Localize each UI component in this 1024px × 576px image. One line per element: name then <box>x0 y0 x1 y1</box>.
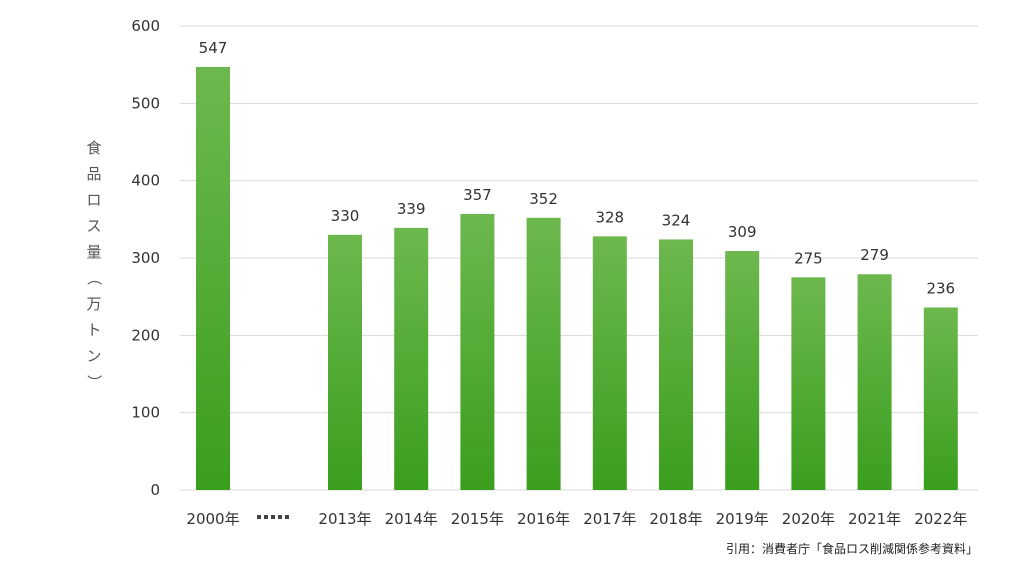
y-tick-label: 400 <box>131 172 160 190</box>
data-labels: 547 330 339 357 352 328 324 309 275 279 236 <box>199 39 955 298</box>
data-label: 357 <box>463 186 492 204</box>
y-axis-ticks: 0 100 200 300 400 500 600 <box>131 17 160 499</box>
bar <box>659 239 693 490</box>
data-label: 352 <box>529 190 558 208</box>
y-tick-label: 100 <box>131 404 160 422</box>
bar <box>196 66 230 490</box>
y-tick-label: 0 <box>150 481 160 499</box>
axis-break-marker <box>257 515 289 519</box>
break-dot <box>271 515 275 519</box>
x-tick-label: 2019年 <box>716 510 769 528</box>
break-dot <box>257 515 261 519</box>
x-axis-labels: 2000年 2013年 2014年 2015年 2016年 2017年 2018年 2019年… <box>186 510 967 528</box>
data-label: 339 <box>397 200 426 218</box>
bar <box>592 236 627 490</box>
bar <box>725 251 760 490</box>
bar <box>923 307 958 490</box>
x-tick-label: 2013年 <box>318 510 371 528</box>
y-axis-label-char: 食 <box>86 139 101 157</box>
break-dot <box>285 515 289 519</box>
y-axis-label-char: ン <box>86 347 101 365</box>
bar <box>460 213 495 491</box>
x-tick-label: 2016年 <box>517 510 570 528</box>
bar <box>394 227 429 490</box>
y-tick-label: 300 <box>131 249 160 267</box>
y-tick-label: 200 <box>131 326 160 344</box>
x-tick-label: 2017年 <box>583 510 636 528</box>
x-tick-label: 2018年 <box>649 510 702 528</box>
bar <box>857 274 892 490</box>
x-tick-label: 2022年 <box>914 510 967 528</box>
x-tick-label: 2021年 <box>848 510 901 528</box>
x-tick-label: 2000年 <box>186 510 239 528</box>
bar <box>526 217 561 490</box>
y-axis-label-char: 量 <box>86 243 101 261</box>
x-tick-label: 2015年 <box>451 510 504 528</box>
data-label: 324 <box>662 211 691 229</box>
y-axis-label-char: ロ <box>86 191 101 209</box>
y-tick-label: 500 <box>131 94 160 112</box>
data-label: 236 <box>926 279 955 297</box>
data-label: 279 <box>860 246 889 264</box>
data-label: 309 <box>728 223 757 241</box>
gridlines <box>180 25 978 491</box>
y-axis-label-char: ト <box>86 321 101 339</box>
y-axis-label-char: （ <box>85 270 103 285</box>
x-tick-label: 2014年 <box>385 510 438 528</box>
y-axis-label-char: 万 <box>86 295 101 313</box>
bar <box>328 234 362 490</box>
source-note: 引用：消費者庁「食品ロス削減関係参考資料」 <box>725 542 978 556</box>
bars <box>196 66 958 491</box>
data-label: 275 <box>794 249 823 267</box>
data-label: 547 <box>199 39 228 57</box>
y-axis-label-char: ス <box>86 217 101 235</box>
data-label: 330 <box>331 207 360 225</box>
data-label: 328 <box>595 208 624 226</box>
bar <box>791 277 826 490</box>
y-axis-label-char: 品 <box>86 165 101 183</box>
y-axis-label-char: ） <box>85 374 103 389</box>
break-dot <box>278 515 282 519</box>
x-tick-label: 2020年 <box>782 510 835 528</box>
break-dot <box>264 515 268 519</box>
y-tick-label: 600 <box>131 17 160 35</box>
